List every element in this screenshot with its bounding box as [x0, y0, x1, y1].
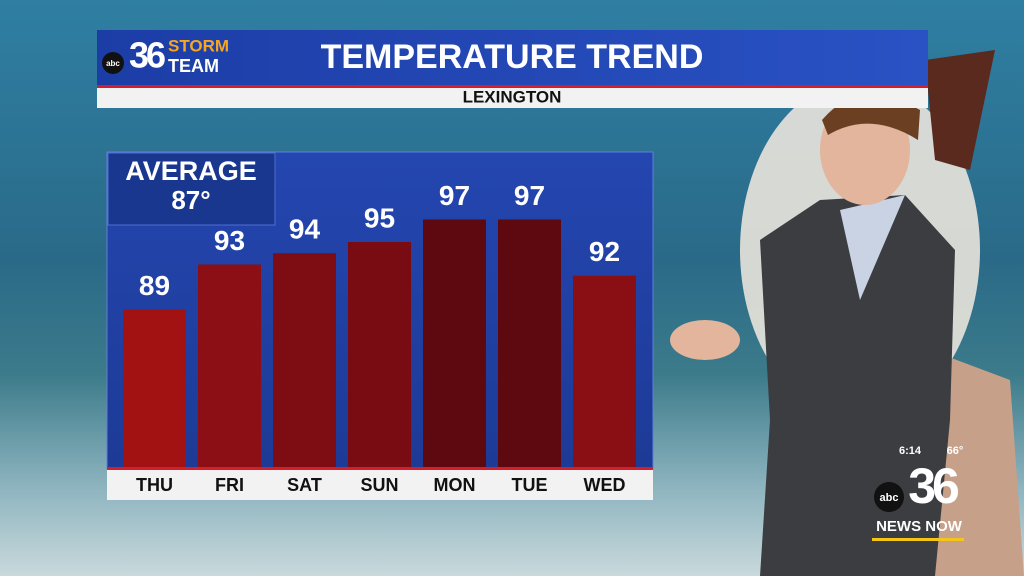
- chart-title: TEMPERATURE TREND: [321, 38, 704, 76]
- bug-tagline: NEWS NOW: [876, 518, 963, 535]
- x-tick-label: MON: [434, 475, 476, 495]
- bug-network-logo: [874, 482, 904, 512]
- x-tick-label: TUE: [512, 475, 548, 495]
- x-tick-label: FRI: [215, 475, 244, 495]
- bar: [123, 309, 186, 467]
- clock: 6:14: [899, 445, 922, 457]
- presenter-hands: [670, 320, 740, 360]
- category-strip: [107, 470, 653, 500]
- x-tick-label: SUN: [360, 475, 398, 495]
- x-tick-label: SAT: [287, 475, 322, 495]
- bar-value-label: 95: [364, 202, 395, 233]
- bar-value-label: 94: [289, 214, 321, 245]
- presenter-suit: [760, 195, 955, 576]
- bar: [348, 242, 411, 467]
- bar-value-label: 97: [439, 180, 470, 211]
- presenter-shirt: [840, 195, 905, 300]
- logo-number: 36: [129, 35, 165, 76]
- banner-rule: [97, 85, 928, 88]
- bar-value-label: 97: [514, 180, 545, 211]
- bar: [573, 275, 636, 467]
- bars: 89 THU 93 FRI 94 SAT 95 SUN 97 MON 97 TUE 92 WED: [123, 180, 636, 495]
- bug-network-label: abc: [880, 492, 899, 504]
- bar-value-label: 92: [589, 236, 620, 267]
- bar-value-label: 89: [139, 270, 170, 301]
- bar: [198, 264, 261, 467]
- current-temperature: 66°: [947, 445, 964, 457]
- axis-rule: [107, 467, 653, 470]
- bar: [423, 219, 486, 467]
- bug-underline: [872, 538, 964, 541]
- average-box: [107, 152, 276, 226]
- chart-subtitle: LEXINGTON: [463, 87, 562, 106]
- bug-channel: 36: [908, 458, 958, 514]
- bar: [273, 253, 336, 467]
- average-label: AVERAGE: [125, 156, 257, 186]
- x-tick-label: WED: [584, 475, 626, 495]
- logo-line2: TEAM: [168, 56, 219, 76]
- logo-line1: STORM: [168, 36, 229, 55]
- chocolate-flake: [925, 50, 995, 170]
- network-logo: [102, 52, 124, 74]
- title-banner: [97, 30, 928, 86]
- x-tick-label: THU: [136, 475, 173, 495]
- bar-value-label: 93: [214, 225, 245, 256]
- bar: [498, 219, 561, 467]
- network-label: abc: [106, 59, 120, 68]
- subtitle-strip: [97, 88, 928, 108]
- average-value: 87°: [171, 185, 210, 215]
